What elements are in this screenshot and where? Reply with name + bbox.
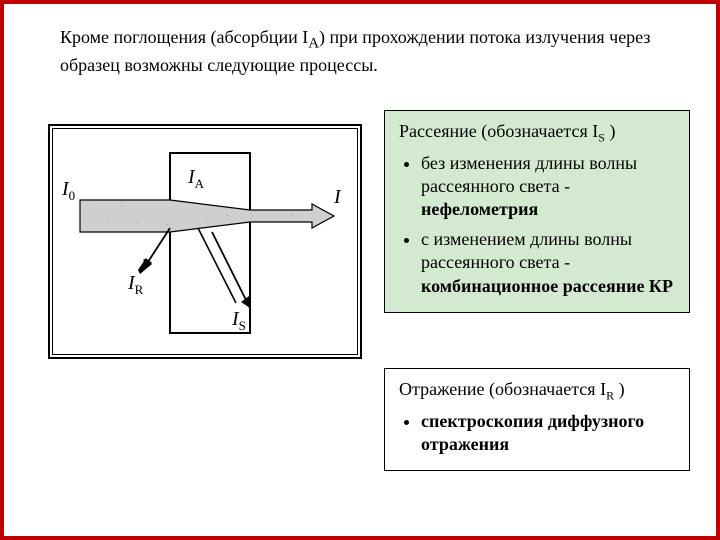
reflection-title: Отражение (обозначается IR ) (399, 379, 675, 404)
label-i0: I0 (62, 178, 75, 204)
diagram-svg (52, 128, 358, 355)
scattering-list: без изменения длины волны рассеянного св… (399, 152, 675, 298)
label-i: I (334, 186, 341, 209)
scattering-box: Рассеяние (обозначается IS ) без изменен… (384, 110, 690, 313)
label-ia: IA (188, 166, 204, 192)
reflection-box: Отражение (обозначается IR ) спектроскоп… (384, 368, 690, 471)
label-is: IS (232, 308, 246, 334)
reflection-list: спектроскопия диффузного отражения (399, 410, 675, 457)
arrow-is (212, 232, 250, 308)
list-item: без изменения длины волны рассеянного св… (421, 152, 675, 222)
arrow-ir (138, 228, 170, 274)
beam-shape (80, 200, 334, 232)
sample-rect (170, 153, 250, 333)
intro-text: Кроме поглощения (абсорбции IA) при прох… (60, 26, 660, 77)
beam-diagram: I0 IA I IR IS (40, 114, 370, 369)
intro-before: Кроме поглощения (абсорбции I (60, 27, 308, 47)
intro-sub: A (308, 36, 319, 52)
list-item: спектроскопия диффузного отражения (421, 410, 675, 457)
scattering-title: Рассеяние (обозначается IS ) (399, 121, 675, 146)
label-ir: IR (128, 272, 143, 298)
list-item: с изменением длины волны рассеянного све… (421, 228, 675, 298)
scatter-path (198, 228, 236, 303)
